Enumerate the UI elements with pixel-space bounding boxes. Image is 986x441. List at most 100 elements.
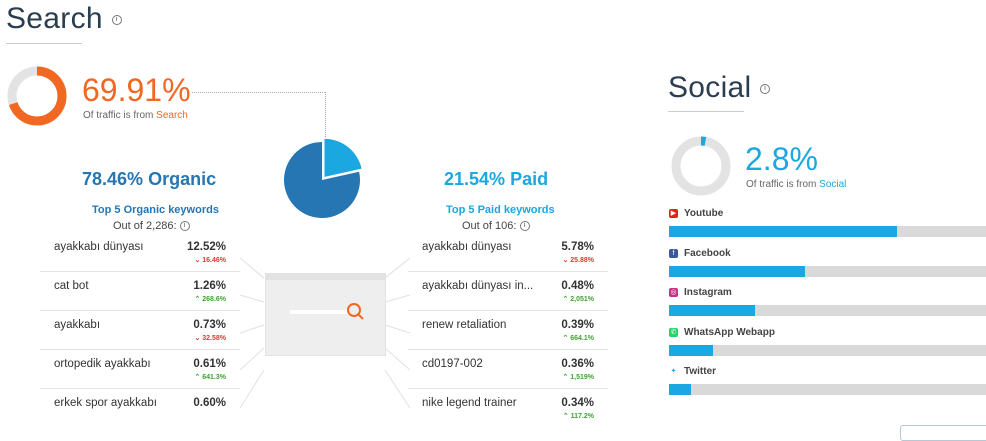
social-network-name: Youtube — [684, 208, 724, 219]
social-network-name: WhatsApp Webapp — [684, 326, 775, 338]
paid-label: Paid — [510, 169, 549, 189]
keyword-text[interactable]: cat bot — [54, 280, 89, 292]
table-row[interactable]: ayakkabı 0.73% ⌄ 32.58% — [40, 318, 240, 356]
see-more-button[interactable] — [900, 425, 986, 441]
social-caption-source: Social — [819, 179, 847, 190]
social-section-title: Social i — [668, 71, 771, 105]
social-network-name: Facebook — [684, 247, 731, 259]
arrow-down-icon: ⌄ — [194, 335, 203, 342]
search-donut-chart — [7, 66, 67, 126]
change-value: 16.46% — [202, 257, 226, 264]
paid-slice — [324, 138, 362, 177]
share-bar-fill — [669, 305, 755, 316]
search-traffic-percent: 69.91% — [82, 72, 191, 108]
keyword-share: 0.73% — [193, 319, 226, 331]
keyword-text[interactable]: nike legend trainer — [422, 397, 517, 409]
change-value: 268.6% — [202, 296, 226, 303]
table-row[interactable]: cd0197-002 0.36% ⌃ 1,519% — [408, 357, 608, 395]
row-divider — [40, 349, 240, 350]
paid-keywords-title[interactable]: Top 5 Paid keywords — [446, 204, 555, 216]
keyword-share: 0.60% — [193, 397, 226, 409]
share-bar-track — [669, 265, 986, 277]
table-row[interactable]: ayakkabı dünyası 12.52% ⌄ 16.46% — [40, 240, 240, 278]
keyword-text[interactable]: cd0197-002 — [422, 358, 483, 370]
social-network-name: Twitter — [684, 366, 717, 377]
keyword-change: ⌄ 32.58% — [194, 334, 226, 342]
table-row[interactable]: renew retaliation 0.39% ⌃ 664.1% — [408, 318, 608, 356]
organic-percent: 78.46% — [82, 169, 144, 189]
social-title-underline — [668, 111, 744, 112]
social-network-row[interactable]: ✦ Twitter — [669, 365, 986, 399]
social-caption: Of traffic is from Social — [746, 179, 846, 190]
row-divider — [408, 388, 608, 389]
keyword-fan-lines — [240, 257, 410, 409]
info-icon[interactable]: i — [179, 221, 190, 232]
search-caption-prefix: Of traffic is from — [83, 110, 154, 121]
organic-keywords-title[interactable]: Top 5 Organic keywords — [92, 204, 219, 216]
keyword-text[interactable]: erkek spor ayakkabı — [54, 397, 157, 409]
info-icon[interactable]: i — [760, 84, 771, 95]
change-value: 641.3% — [202, 374, 226, 381]
keyword-text[interactable]: renew retaliation — [422, 319, 507, 331]
info-icon[interactable]: i — [519, 221, 530, 232]
organic-out-of: Out of 2,286: i — [113, 220, 190, 232]
search-box-illustration — [265, 273, 386, 356]
change-value: 117.2% — [570, 413, 594, 420]
row-divider — [408, 310, 608, 311]
magnifier-icon — [347, 303, 364, 320]
arrow-up-icon: ⌃ — [562, 335, 571, 342]
row-divider — [40, 310, 240, 311]
keyword-change: ⌄ 25.88% — [562, 256, 594, 264]
social-network-row[interactable]: ▶ Youtube — [669, 207, 986, 241]
keyword-share: 0.39% — [561, 319, 594, 331]
social-traffic-percent: 2.8% — [745, 141, 818, 177]
keyword-change: ⌃ 664.1% — [562, 334, 594, 342]
keyword-share: 0.48% — [561, 280, 594, 292]
table-row[interactable]: erkek spor ayakkabı 0.60% — [40, 396, 240, 434]
keyword-text[interactable]: ayakkabı dünyası — [422, 241, 512, 253]
keyword-text[interactable]: ayakkabı dünyası in... — [422, 280, 534, 292]
row-divider — [40, 271, 240, 272]
keyword-share: 0.34% — [561, 397, 594, 409]
share-bar-track — [669, 384, 986, 395]
paid-percent: 21.54% — [444, 169, 506, 189]
search-caption: Of traffic is from Search — [83, 110, 188, 121]
arrow-down-icon: ⌄ — [194, 257, 203, 264]
keyword-text[interactable]: ortopedik ayakkabı — [54, 358, 151, 370]
keyword-text[interactable]: ayakkabı — [54, 319, 101, 331]
table-row[interactable]: cat bot 1.26% ⌃ 268.6% — [40, 279, 240, 317]
connector-line — [192, 92, 325, 93]
arrow-up-icon: ⌃ — [562, 413, 571, 420]
row-divider — [408, 349, 608, 350]
organic-label: Organic — [148, 169, 217, 189]
social-network-row[interactable]: ✆ WhatsApp Webapp — [669, 326, 986, 360]
table-row[interactable]: nike legend trainer 0.34% ⌃ 117.2% — [408, 396, 608, 434]
keyword-change: ⌃ 268.6% — [194, 295, 226, 303]
share-bar-fill — [669, 265, 806, 277]
social-network-name: Instagram — [684, 287, 732, 298]
illustration-titlebar — [266, 274, 385, 280]
table-row[interactable]: ayakkabı dünyası 5.78% ⌄ 25.88% — [408, 240, 608, 278]
keyword-text[interactable]: ayakkabı dünyası — [54, 241, 144, 253]
change-value: 1,519% — [570, 374, 594, 381]
paid-out-of-text: Out of 106: — [462, 220, 517, 232]
share-bar-fill — [669, 384, 692, 395]
donut-track — [671, 136, 731, 196]
row-divider — [408, 271, 608, 272]
share-bar-fill — [669, 226, 898, 237]
keyword-share: 0.36% — [561, 358, 594, 370]
keyword-share: 1.26% — [193, 280, 226, 292]
table-row[interactable]: ortopedik ayakkabı 0.61% ⌃ 641.3% — [40, 357, 240, 395]
organic-out-of-text: Out of 2,286: — [113, 220, 177, 232]
arrow-up-icon: ⌃ — [562, 296, 571, 303]
social-network-row[interactable]: ◎ Instagram — [669, 286, 986, 320]
keyword-change: ⌃ 1,519% — [562, 373, 594, 381]
social-network-row[interactable]: f Facebook — [669, 247, 986, 281]
social-caption-prefix: Of traffic is from — [746, 179, 817, 190]
info-icon[interactable]: i — [111, 15, 122, 26]
table-row[interactable]: ayakkabı dünyası in... 0.48% ⌃ 2,051% — [408, 279, 608, 317]
search-title-underline — [6, 43, 82, 44]
twitter-icon: ✦ — [669, 367, 678, 376]
keyword-change: ⌃ 2,051% — [562, 295, 594, 303]
keyword-share: 5.78% — [561, 241, 594, 253]
